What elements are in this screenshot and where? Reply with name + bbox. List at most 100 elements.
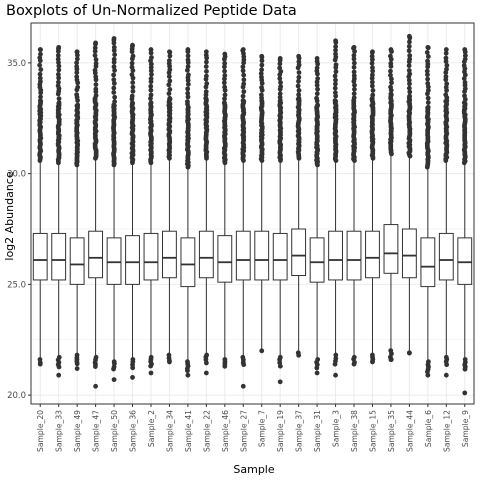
outlier-point [222,85,227,90]
outlier-point [112,95,117,100]
outlier-point [94,82,99,87]
lower-outliers [222,357,227,369]
outlier-point [93,87,98,92]
x-tick-label: Sample_15 [368,410,377,452]
outlier-point [389,357,394,362]
outlier-point [278,379,283,384]
outlier-point [93,53,98,58]
outlier-point [167,58,172,63]
outlier-point [259,93,264,98]
outlier-point [148,364,153,369]
outlier-point [259,67,264,72]
outlier-point [185,368,190,373]
iqr-box [89,231,103,278]
upper-outliers [166,49,172,160]
iqr-box [107,238,121,285]
outlier-point [185,47,190,52]
outlier-point [241,362,246,367]
outlier-point [222,52,227,57]
outlier-point [425,59,430,64]
outlier-point [93,384,98,389]
outlier-point [56,72,61,77]
outlier-point [333,90,338,95]
x-tick-label: Sample_49 [73,410,82,452]
outlier-point [388,61,393,66]
outlier-point [56,53,61,58]
outlier-point [131,89,136,94]
outlier-point [204,69,209,74]
outlier-point [186,54,191,59]
outlier-point [38,362,43,367]
outlier-point [352,61,357,66]
outlier-point [241,89,246,94]
lower-outliers [74,353,79,371]
outlier-point [185,99,190,104]
outlier-point [130,61,135,66]
outlier-point [75,85,80,90]
outlier-point [130,365,135,370]
outlier-point [94,57,99,62]
x-tick-label: Sample_50 [110,410,119,452]
outlier-point [296,92,301,97]
outlier-point [130,375,135,380]
outlier-point [56,80,61,85]
outlier-point [426,105,431,110]
outlier-point [444,373,449,378]
outlier-point [334,69,339,74]
y-axis-title: log2 Abundance [3,171,16,260]
outlier-point [407,351,412,356]
outlier-point [167,49,172,54]
x-tick-label: Sample_7 [258,410,267,447]
x-tick-label: Sample_27 [239,410,248,452]
outlier-point [57,96,62,101]
outlier-point [407,48,412,53]
outlier-point [370,65,375,70]
outlier-point [56,45,61,50]
x-tick-label: Sample_20 [36,410,45,452]
iqr-box [292,229,306,276]
iqr-box [126,236,140,285]
outlier-point [407,34,412,39]
outlier-point [241,77,246,82]
outlier-point [149,100,154,105]
x-tick-label: Sample_38 [350,410,359,452]
lower-outliers [130,357,135,380]
x-tick-label: Sample_41 [184,410,193,452]
iqr-box [421,238,435,287]
x-axis: Sample_20 Sample_33 Sample_49 Sample_47 Samp… [36,404,470,452]
outlier-point [352,91,357,96]
outlier-point [425,45,430,50]
outlier-point [130,85,135,90]
outlier-point [111,73,116,78]
lower-outliers [407,350,412,355]
outlier-point [167,79,172,84]
outlier-point [278,91,283,96]
outlier-point [259,54,264,59]
iqr-box [163,231,177,278]
outlier-point [315,56,320,61]
lower-outliers [148,355,154,376]
outlier-point [241,98,246,103]
outlier-point [38,72,43,77]
outlier-point [204,64,209,69]
outlier-point [112,99,117,104]
iqr-box [310,238,324,282]
x-tick-label: Sample_12 [442,410,451,452]
outlier-point [407,68,412,73]
lower-outliers [296,350,301,357]
x-tick-label: Sample_35 [387,410,396,452]
outlier-point [462,391,467,396]
x-tick-label: Sample_34 [165,410,174,452]
lower-outliers [56,355,62,378]
outlier-point [241,94,246,99]
outlier-point [407,53,412,58]
outlier-point [426,96,431,101]
outlier-point [93,41,98,46]
outlier-point [388,69,393,74]
outlier-point [185,86,190,91]
outlier-point [371,88,376,93]
x-tick-label: Sample_37 [295,410,304,452]
x-tick-label: Sample_46 [221,410,230,452]
outlier-point [352,65,357,70]
